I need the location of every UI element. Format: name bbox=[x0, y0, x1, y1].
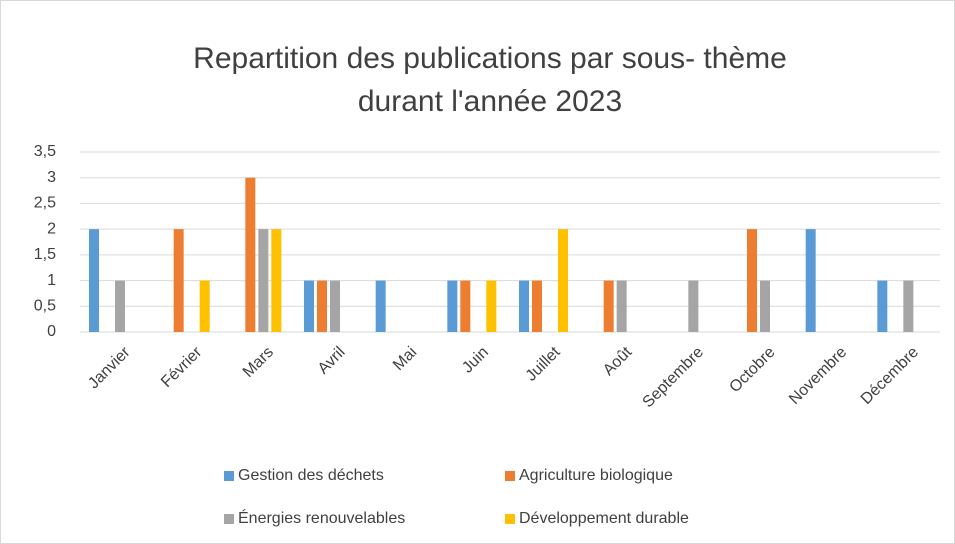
bar bbox=[460, 280, 471, 332]
bar bbox=[330, 280, 340, 332]
legend-swatch bbox=[224, 471, 234, 481]
chart-title: durant l'année 2023 bbox=[358, 85, 622, 118]
legend-label: Développement durable bbox=[519, 510, 689, 527]
y-tick-label: 3 bbox=[47, 169, 56, 186]
bar bbox=[258, 229, 269, 332]
bar bbox=[519, 280, 529, 332]
bar bbox=[760, 280, 770, 332]
bar bbox=[532, 280, 542, 332]
bar bbox=[688, 280, 699, 332]
bar bbox=[271, 229, 282, 332]
bar bbox=[903, 280, 914, 332]
bar bbox=[616, 280, 627, 332]
bar bbox=[747, 229, 757, 332]
legend-label: Énergies renouvelables bbox=[238, 508, 405, 527]
y-tick-label: 3,5 bbox=[34, 143, 56, 160]
y-tick-label: 0 bbox=[47, 323, 56, 340]
legend-label: Gestion des déchets bbox=[238, 467, 384, 484]
legend-swatch bbox=[505, 471, 515, 481]
y-tick-label: 2 bbox=[47, 220, 56, 237]
bar bbox=[375, 280, 386, 332]
bar bbox=[805, 229, 816, 332]
legend-swatch bbox=[505, 514, 515, 524]
bar bbox=[304, 280, 314, 332]
bar bbox=[115, 280, 125, 332]
bar bbox=[603, 280, 614, 332]
y-tick-label: 1 bbox=[47, 272, 56, 289]
bar bbox=[317, 280, 327, 332]
chart-title: Repartition des publications par sous- t… bbox=[193, 42, 787, 75]
bar bbox=[89, 229, 99, 332]
legend-label: Agriculture biologique bbox=[519, 467, 673, 484]
bar bbox=[447, 280, 458, 332]
y-tick-label: 2,5 bbox=[34, 195, 56, 212]
bar bbox=[558, 229, 568, 332]
bar bbox=[173, 229, 184, 332]
bar bbox=[199, 280, 210, 332]
legend-swatch bbox=[224, 514, 234, 524]
bar bbox=[486, 280, 497, 332]
bar bbox=[245, 177, 256, 332]
bar bbox=[877, 280, 888, 332]
y-tick-label: 0,5 bbox=[34, 298, 56, 315]
y-tick-label: 1,5 bbox=[34, 246, 56, 263]
